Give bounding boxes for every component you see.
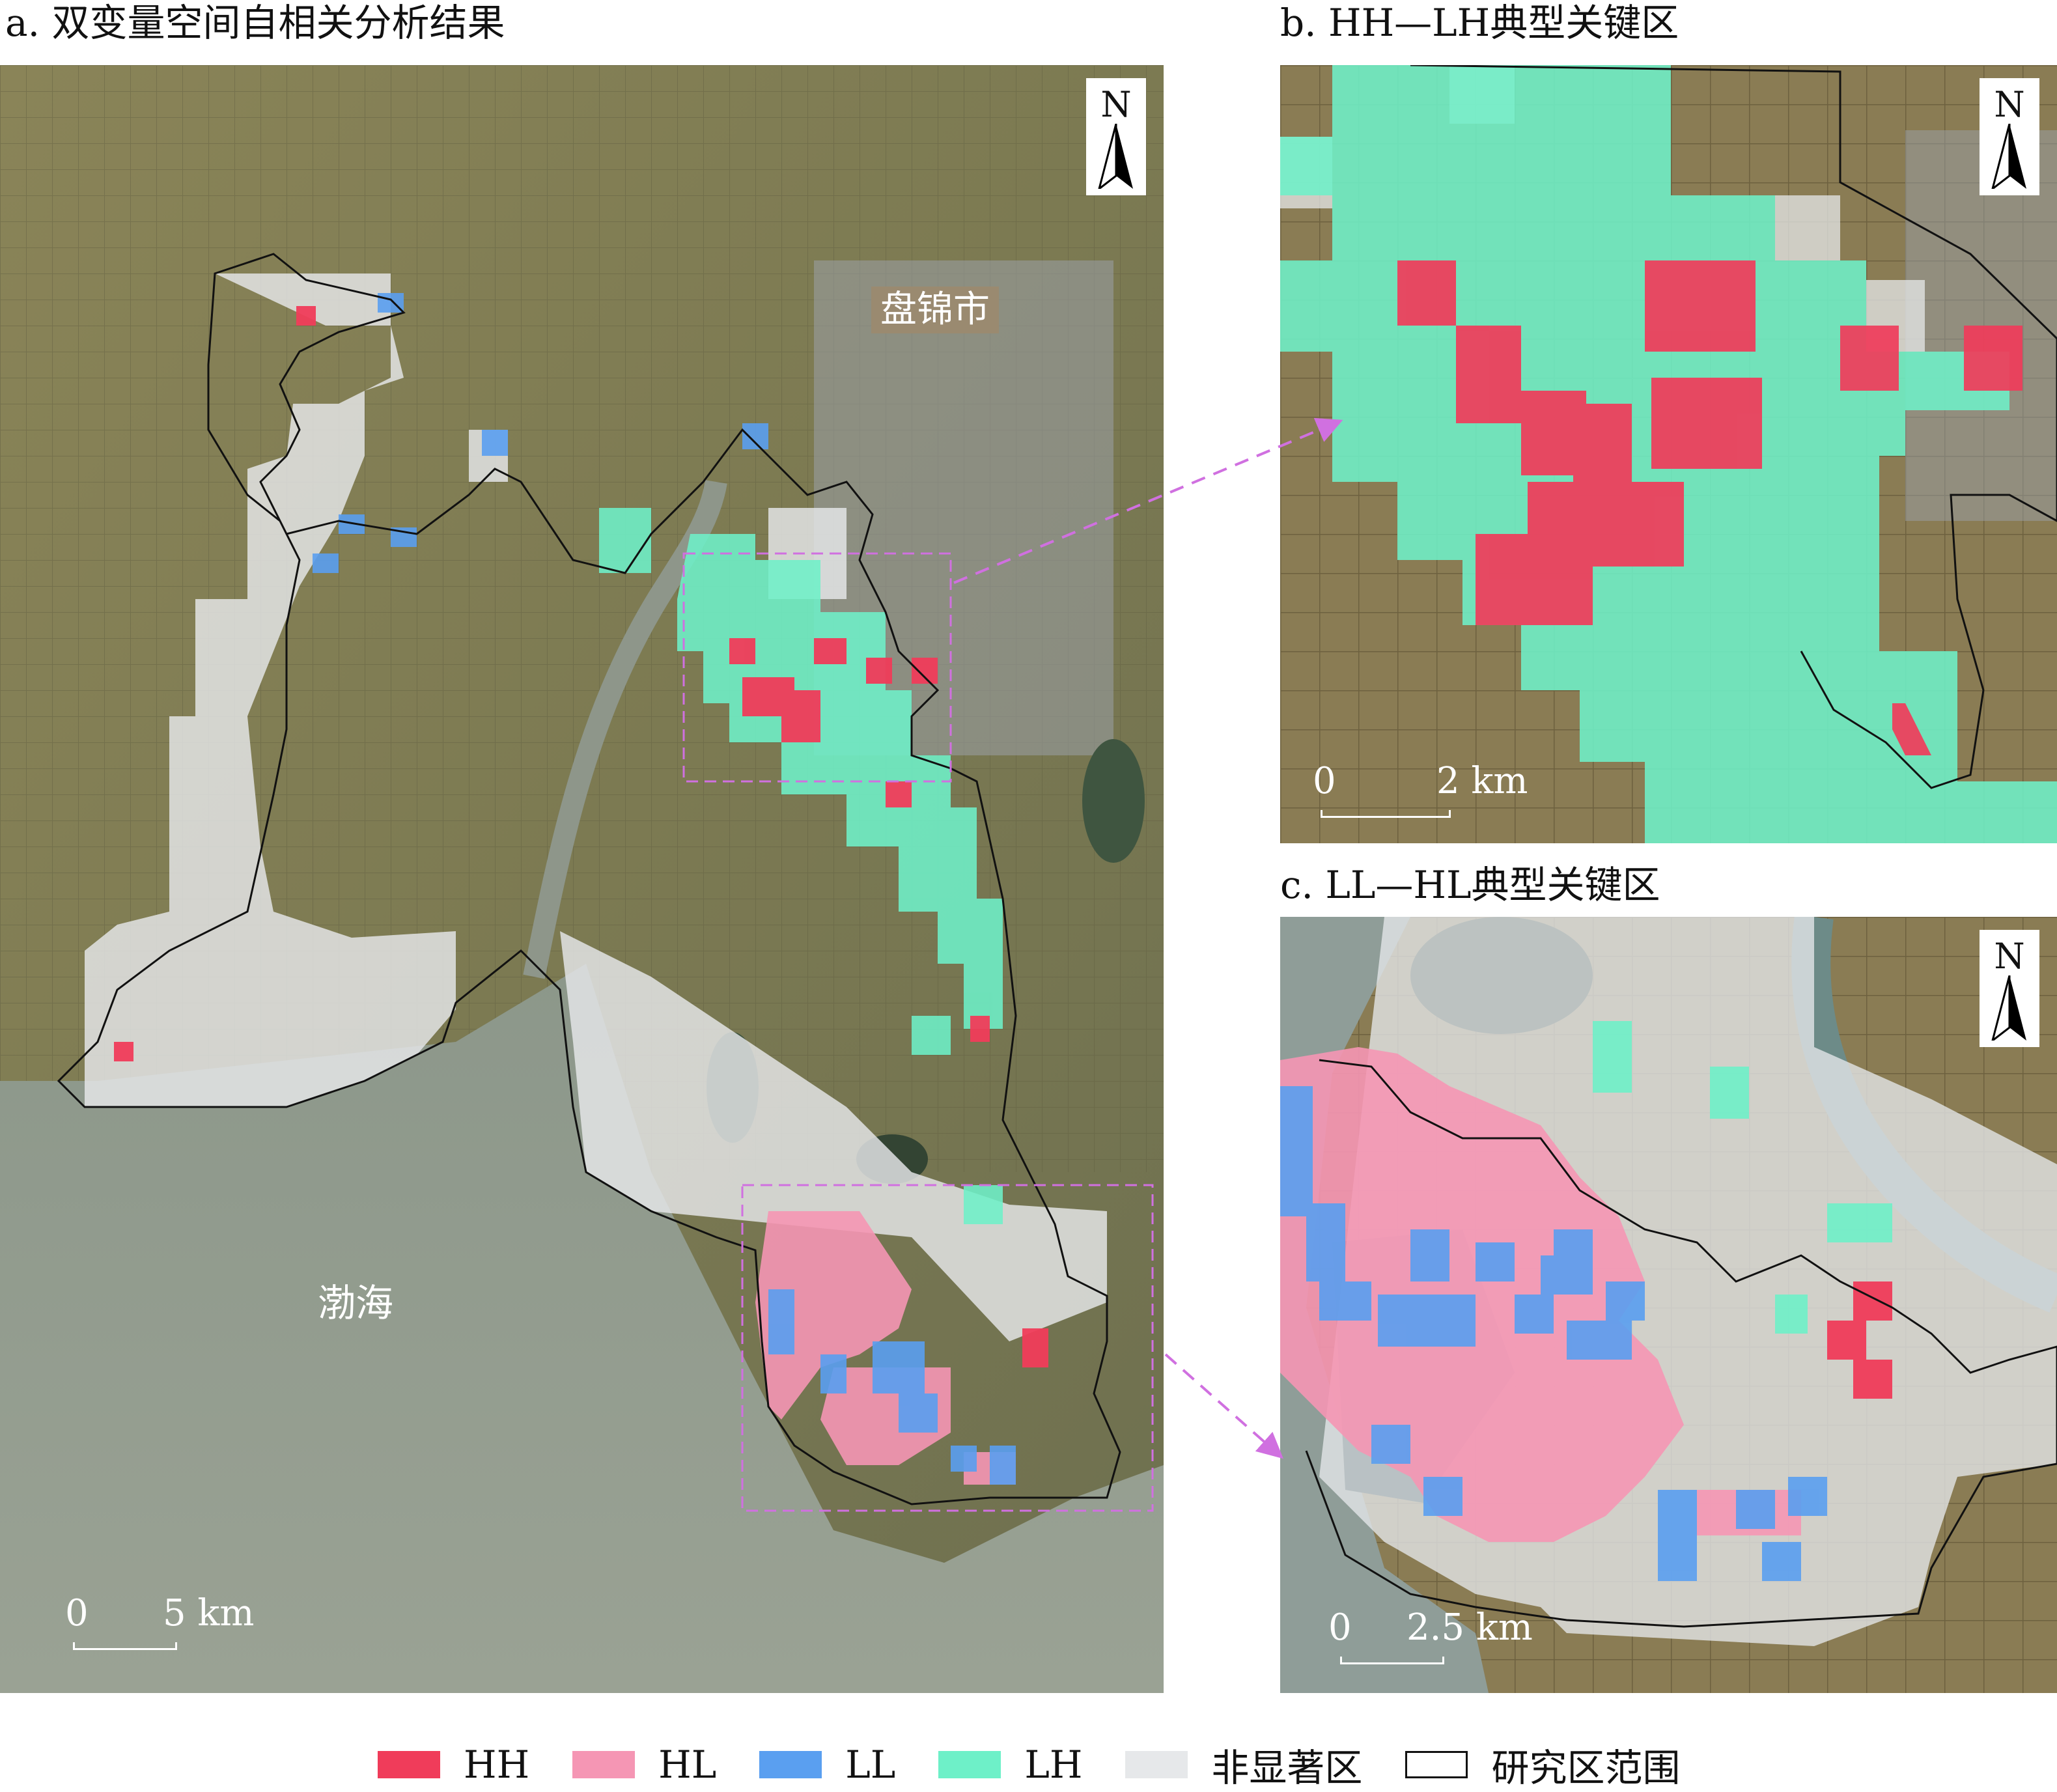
key-region-b-map: [1280, 65, 2057, 843]
north-arrow-icon: [1991, 975, 2026, 1041]
hh-cells: [1827, 1281, 1892, 1399]
key-region-c-frame: [741, 1184, 1154, 1512]
hl-region: [1280, 1047, 1684, 1542]
legend-swatch: [938, 1751, 1001, 1778]
link-arrow-c: [1164, 1353, 1283, 1459]
city-label: 盘锦市: [871, 287, 999, 333]
north-label: N: [1100, 84, 1132, 125]
legend-label: LH: [1024, 1743, 1083, 1787]
hh-cells: [114, 306, 1048, 1367]
hh-cells: [1397, 260, 2022, 755]
legend-label: HH: [464, 1743, 530, 1787]
sea-label: 渤海: [318, 1281, 394, 1325]
study-area-boundary: [1410, 65, 2057, 789]
legend-item-non-significant: 非显著区: [1125, 1737, 1362, 1792]
north-arrow-icon: [1991, 124, 2026, 189]
scalebar-zero: 0: [1328, 1606, 1352, 1649]
panel-c-title: c. LL—HL典型关键区: [1280, 863, 1660, 907]
main-map: [0, 65, 1164, 1693]
lh-cells: [1593, 1021, 1892, 1334]
panel-b-title: b. HH—LH典型关键区: [1280, 1, 1679, 45]
legend-item-ll: LL: [759, 1743, 895, 1787]
north-arrow-icon: [1098, 124, 1133, 189]
legend-swatch: [759, 1751, 822, 1778]
legend-swatch: [1125, 1751, 1188, 1778]
legend-swatch: [1405, 1751, 1468, 1778]
ll-cells: [313, 293, 1016, 1485]
key-region-c-map: [1280, 917, 2057, 1693]
panel-a-title: a. 双变量空间自相关分析结果: [5, 1, 505, 45]
scalebar-b: 0 2 km: [1313, 760, 1528, 828]
key-region-b-canvas: [1280, 65, 2057, 843]
reservoir: [1082, 739, 1145, 863]
legend-swatch: [572, 1751, 636, 1778]
study-area-boundary: [57, 253, 1121, 1505]
legend-item-boundary: 研究区范围: [1405, 1737, 1680, 1792]
scalebar-zero: 0: [1313, 760, 1336, 802]
legend-label: LL: [845, 1743, 896, 1787]
key-region-b-frame: [682, 552, 952, 783]
legend-label: 非显著区: [1211, 1746, 1363, 1790]
north-label: N: [1994, 84, 2025, 125]
scalebar-line: [1340, 1657, 1444, 1664]
north-arrow-a: N: [1086, 78, 1146, 195]
sea-area: [0, 964, 1164, 1693]
sea-area: [1280, 917, 1489, 1693]
river: [523, 479, 727, 979]
scalebar-zero: 0: [65, 1592, 89, 1634]
scalebar-end: 2 km: [1436, 760, 1528, 802]
north-label: N: [1994, 936, 2025, 977]
scalebar-line: [73, 1642, 177, 1650]
legend-swatch: [378, 1751, 440, 1778]
legend-item-hl: HL: [572, 1743, 716, 1787]
legend-item-hh: HH: [378, 1743, 529, 1787]
north-arrow-c: N: [1980, 930, 2039, 1047]
non-significant-cells: [85, 273, 1107, 1341]
ll-cells: [1280, 1086, 1827, 1581]
key-region-c-canvas: [1280, 917, 2057, 1693]
scalebar-line: [1321, 810, 1451, 818]
main-map-canvas: [0, 65, 1164, 1693]
north-arrow-b: N: [1980, 78, 2039, 195]
legend-label: 研究区范围: [1491, 1746, 1681, 1790]
scalebar-a: 0 5 km: [65, 1592, 254, 1660]
study-area-boundary: [1305, 1059, 2057, 1628]
legend: HH HL LL LH 非显著区 研究区范围: [378, 1743, 1723, 1790]
scalebar-end: 5 km: [163, 1592, 255, 1634]
scalebar-c: 0 2.5 km: [1328, 1610, 1537, 1675]
legend-item-lh: LH: [938, 1743, 1082, 1787]
scalebar-end: 2.5 km: [1406, 1606, 1533, 1649]
legend-label: HL: [658, 1743, 717, 1787]
